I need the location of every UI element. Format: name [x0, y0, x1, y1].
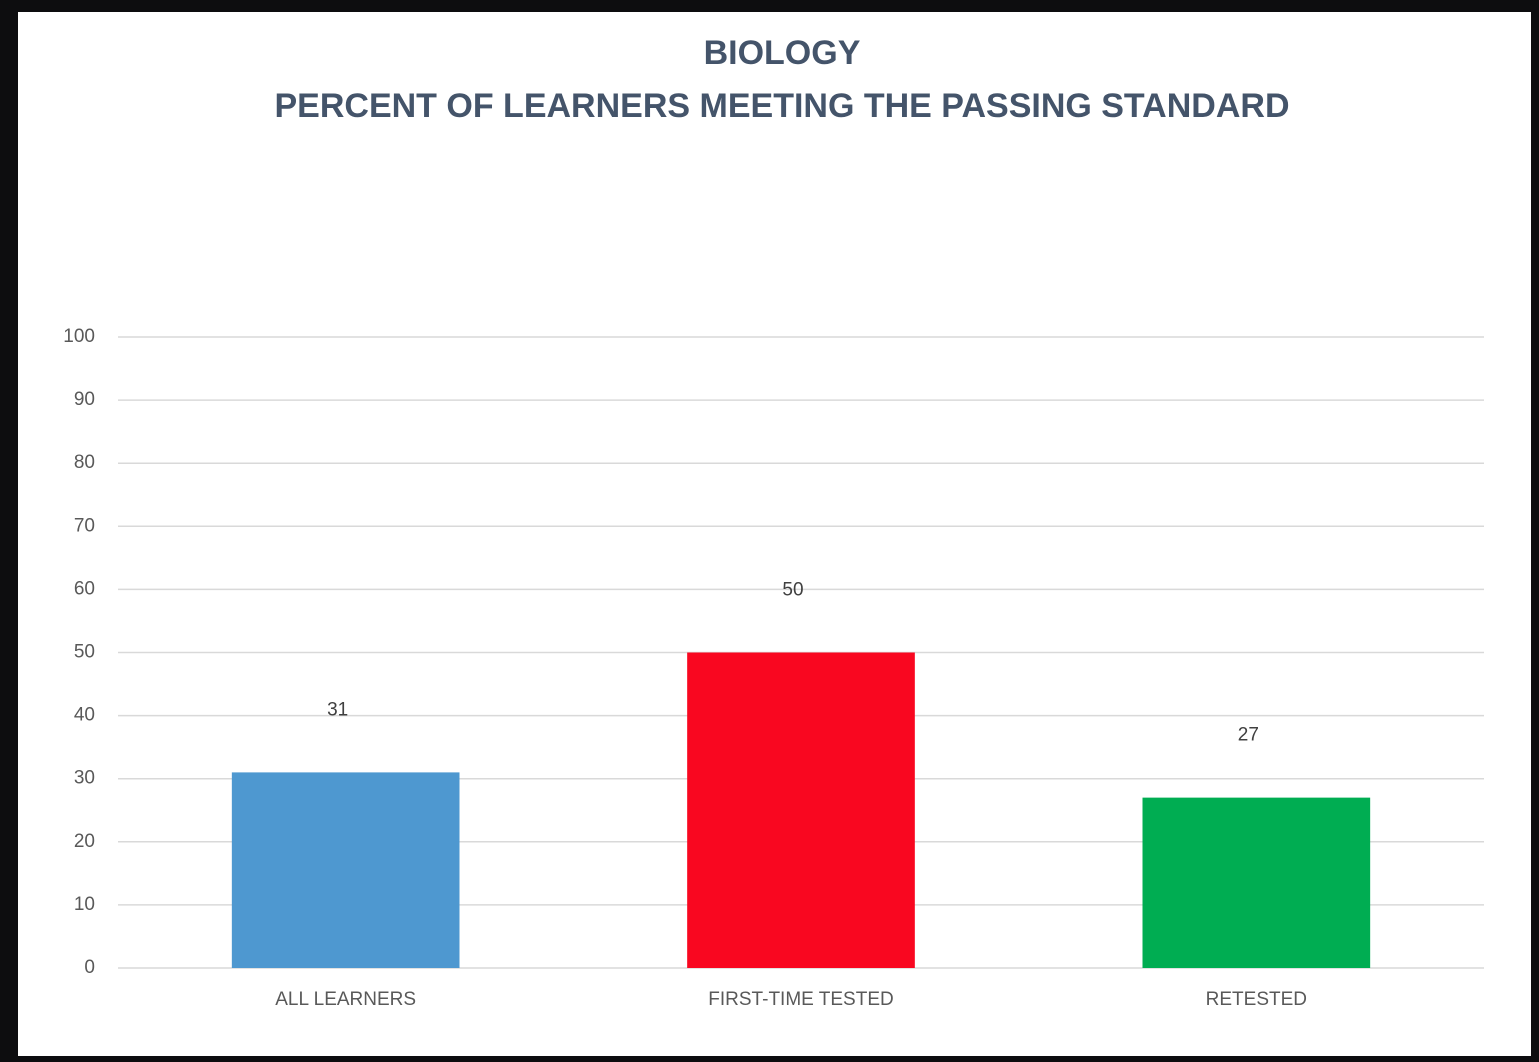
y-tick-label: 40	[74, 705, 95, 726]
data-label: 50	[782, 580, 803, 601]
x-tick-label: RETESTED	[1206, 989, 1307, 1010]
y-tick-label: 80	[74, 452, 95, 473]
y-tick-label: 10	[74, 894, 95, 915]
y-tick-label: 70	[74, 515, 95, 536]
y-tick-label: 100	[63, 326, 95, 347]
y-tick-label: 50	[74, 642, 95, 663]
y-tick-label: 0	[84, 957, 95, 978]
chart-subtitle: PERCENT OF LEARNERS MEETING THE PASSING …	[274, 87, 1289, 125]
y-tick-label: 20	[74, 831, 95, 852]
chart-title: BIOLOGY	[704, 34, 861, 72]
data-label: 31	[327, 699, 348, 720]
bar	[231, 772, 460, 968]
bar	[687, 652, 915, 968]
x-tick-label: ALL LEARNERS	[275, 989, 416, 1010]
data-label: 27	[1238, 725, 1259, 746]
x-tick-label: FIRST-TIME TESTED	[708, 989, 893, 1010]
bar	[1142, 797, 1371, 968]
y-tick-label: 60	[74, 578, 95, 599]
y-tick-label: 30	[74, 768, 95, 789]
y-tick-label: 90	[74, 389, 95, 410]
